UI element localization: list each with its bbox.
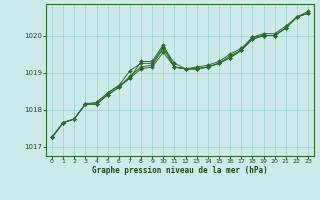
X-axis label: Graphe pression niveau de la mer (hPa): Graphe pression niveau de la mer (hPa) — [92, 166, 268, 175]
